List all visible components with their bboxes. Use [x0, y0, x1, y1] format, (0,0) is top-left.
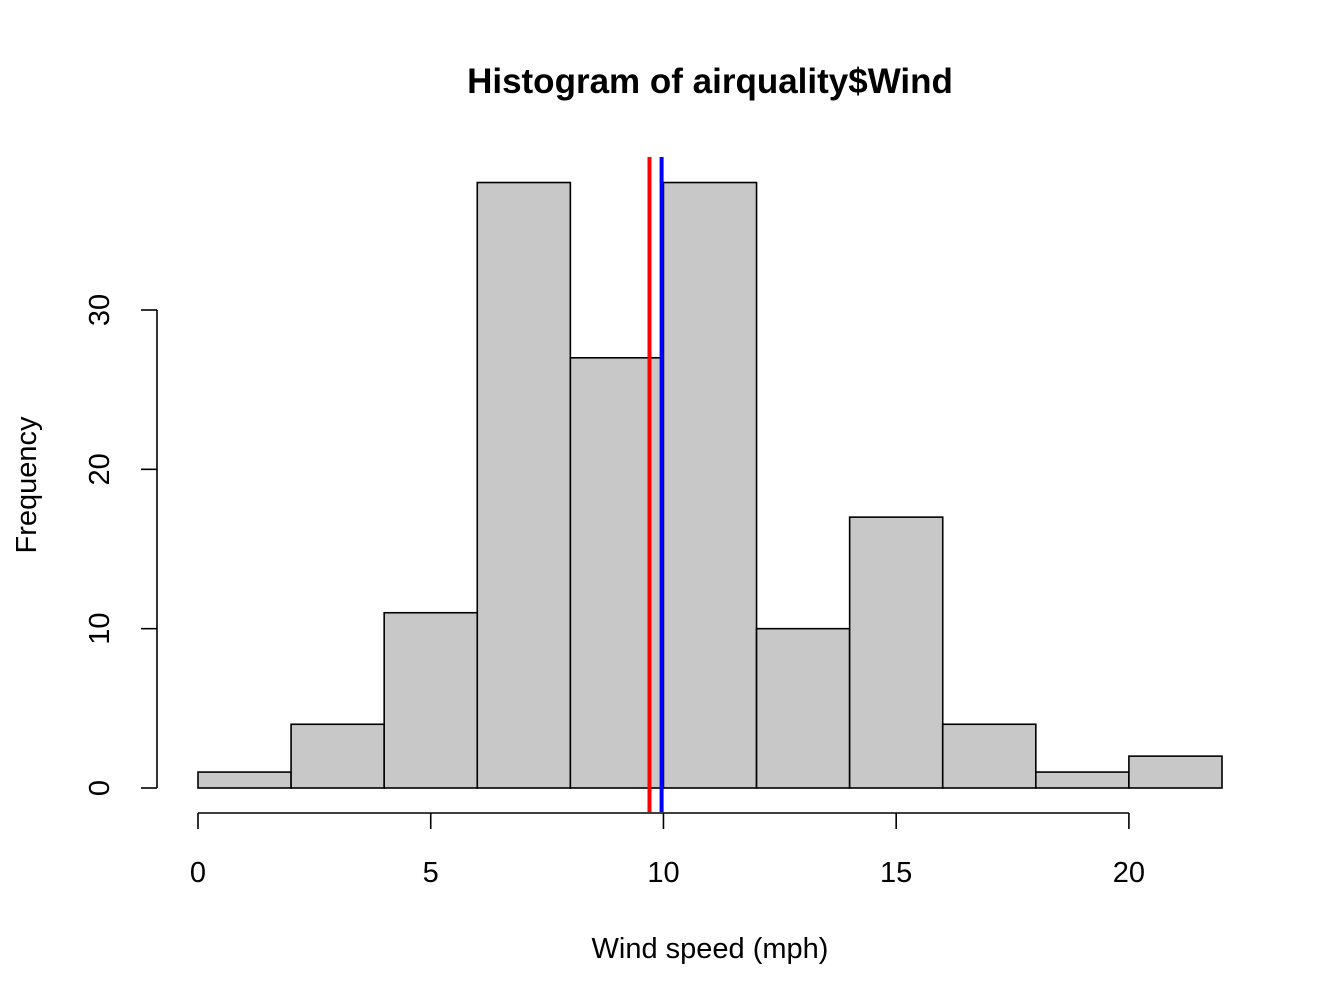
bars-group [197, 181, 1223, 789]
x-tick-label: 0 [190, 857, 206, 889]
x-axis: 0 5 10 15 20 [190, 812, 1145, 889]
x-tick-label: 5 [423, 857, 439, 889]
histogram-bar [1035, 771, 1130, 789]
histogram-bar [383, 611, 479, 789]
y-axis: 0 10 20 30 [84, 294, 158, 796]
x-axis-label: Wind speed (mph) [592, 933, 829, 965]
x-tick-label: 20 [1113, 857, 1145, 889]
y-tick-label: 0 [84, 780, 116, 796]
histogram-bar [755, 627, 851, 789]
reference-lines-group [647, 157, 664, 812]
y-tick-label: 10 [84, 613, 116, 645]
y-tick-label: 30 [84, 294, 116, 326]
y-tick-label: 20 [84, 453, 116, 485]
histogram-bar [197, 771, 292, 789]
histogram-bar [848, 516, 944, 789]
histogram-bar [1128, 755, 1223, 789]
histogram-bar [941, 723, 1037, 789]
histogram-bar [662, 181, 758, 789]
histogram-bar [476, 181, 572, 789]
x-tick-label: 15 [880, 857, 912, 889]
histogram-bar [290, 723, 385, 789]
chart-title: Histogram of airquality$Wind [467, 62, 953, 101]
x-tick-label: 10 [647, 857, 679, 889]
y-axis-label: Frequency [11, 416, 43, 554]
